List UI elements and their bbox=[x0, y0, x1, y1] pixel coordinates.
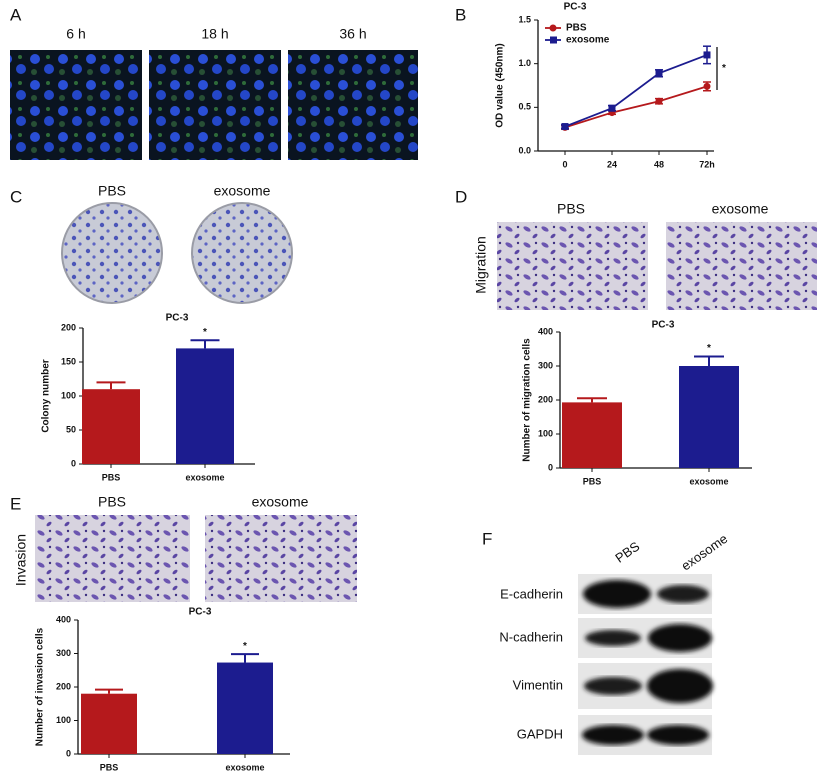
x-tick-label: PBS bbox=[102, 472, 121, 482]
chart-title: PC-3 bbox=[652, 320, 675, 331]
y-tick-label: 150 bbox=[61, 356, 76, 366]
y-axis-label: Colony number bbox=[41, 359, 52, 432]
bar bbox=[82, 389, 140, 464]
colony-plate bbox=[191, 202, 293, 304]
chart-title: PC-3 bbox=[564, 2, 587, 13]
point bbox=[655, 69, 663, 77]
western-blot bbox=[578, 574, 713, 755]
micrograph bbox=[288, 50, 418, 160]
y-tick-label: 1.5 bbox=[518, 14, 531, 24]
legend-marker bbox=[549, 24, 557, 32]
y-tick-label: 300 bbox=[56, 648, 71, 658]
x-tick-label: 24 bbox=[607, 159, 617, 169]
y-tick-label: 200 bbox=[61, 322, 76, 332]
image-label: exosome bbox=[712, 201, 769, 217]
row-label: Invasion bbox=[13, 534, 29, 586]
x-tick-label: 48 bbox=[654, 159, 664, 169]
image-label: PBS bbox=[98, 183, 126, 199]
x-tick-label: exosome bbox=[689, 476, 728, 486]
y-tick-label: 400 bbox=[538, 326, 553, 336]
bar bbox=[562, 402, 622, 468]
point bbox=[703, 82, 711, 90]
micrograph bbox=[149, 50, 281, 160]
bar bbox=[176, 348, 234, 464]
panel-label: D bbox=[455, 187, 467, 206]
panel-label: F bbox=[482, 529, 492, 548]
row-label: E-cadherin bbox=[500, 586, 563, 601]
panel-label: C bbox=[10, 187, 22, 206]
point bbox=[703, 51, 711, 59]
y-tick-label: 100 bbox=[61, 390, 76, 400]
micrograph bbox=[666, 222, 817, 310]
annotation: * bbox=[243, 641, 247, 652]
y-axis-label: Number of invasion cells bbox=[35, 627, 46, 746]
chart-title: PC-3 bbox=[189, 607, 212, 618]
bar bbox=[217, 662, 273, 754]
x-tick-label: 0 bbox=[562, 159, 567, 169]
legend-marker bbox=[550, 36, 557, 44]
annotation: * bbox=[707, 343, 711, 354]
point bbox=[655, 97, 663, 105]
y-axis-label: Number of migration cells bbox=[522, 338, 533, 462]
bar bbox=[81, 693, 137, 754]
image-label: exosome bbox=[252, 494, 309, 510]
series-line bbox=[564, 54, 708, 128]
y-tick-label: 300 bbox=[538, 360, 553, 370]
column-label: PBS bbox=[612, 538, 642, 565]
micrograph bbox=[205, 515, 357, 602]
legend-label: PBS bbox=[566, 23, 587, 34]
image-label: exosome bbox=[214, 183, 271, 199]
y-tick-label: 200 bbox=[538, 394, 553, 404]
row-label: N-cadherin bbox=[499, 629, 563, 644]
panel-label: E bbox=[10, 494, 21, 513]
column-label: exosome bbox=[678, 531, 730, 574]
image-label: 36 h bbox=[339, 26, 366, 42]
micrograph bbox=[35, 515, 190, 602]
y-tick-label: 100 bbox=[56, 715, 71, 725]
image-label: PBS bbox=[557, 201, 585, 217]
micrograph bbox=[497, 222, 648, 310]
x-tick-label: PBS bbox=[100, 762, 119, 772]
y-tick-label: 0 bbox=[548, 462, 553, 472]
x-tick-label: 72h bbox=[699, 159, 715, 169]
point bbox=[608, 104, 616, 112]
y-tick-label: 0 bbox=[66, 748, 71, 758]
image-label: 6 h bbox=[66, 26, 85, 42]
x-tick-label: PBS bbox=[583, 476, 602, 486]
y-tick-label: 0.5 bbox=[518, 102, 531, 112]
colony-plate bbox=[61, 202, 163, 304]
y-tick-label: 400 bbox=[56, 614, 71, 624]
micrograph bbox=[10, 50, 142, 160]
point bbox=[561, 123, 569, 131]
row-label: Vimentin bbox=[513, 677, 563, 692]
image-label: PBS bbox=[98, 494, 126, 510]
y-tick-label: 0.0 bbox=[518, 145, 531, 155]
series-line bbox=[564, 85, 708, 129]
y-tick-label: 100 bbox=[538, 428, 553, 438]
image-label: 18 h bbox=[201, 26, 228, 42]
y-axis-label: OD value (450nm) bbox=[495, 43, 506, 127]
chart-title: PC-3 bbox=[166, 313, 189, 324]
y-tick-label: 0 bbox=[71, 458, 76, 468]
annotation: * bbox=[203, 327, 207, 338]
annotation: * bbox=[722, 63, 726, 74]
bar bbox=[679, 366, 739, 468]
row-label: GAPDH bbox=[517, 726, 563, 741]
legend-label: exosome bbox=[566, 35, 610, 46]
panel-label: B bbox=[455, 5, 466, 24]
y-tick-label: 200 bbox=[56, 681, 71, 691]
y-tick-label: 50 bbox=[66, 424, 76, 434]
x-tick-label: exosome bbox=[225, 762, 264, 772]
panel-label: A bbox=[10, 5, 22, 24]
x-tick-label: exosome bbox=[185, 472, 224, 482]
row-label: Migration bbox=[473, 236, 489, 294]
y-tick-label: 1.0 bbox=[518, 58, 531, 68]
